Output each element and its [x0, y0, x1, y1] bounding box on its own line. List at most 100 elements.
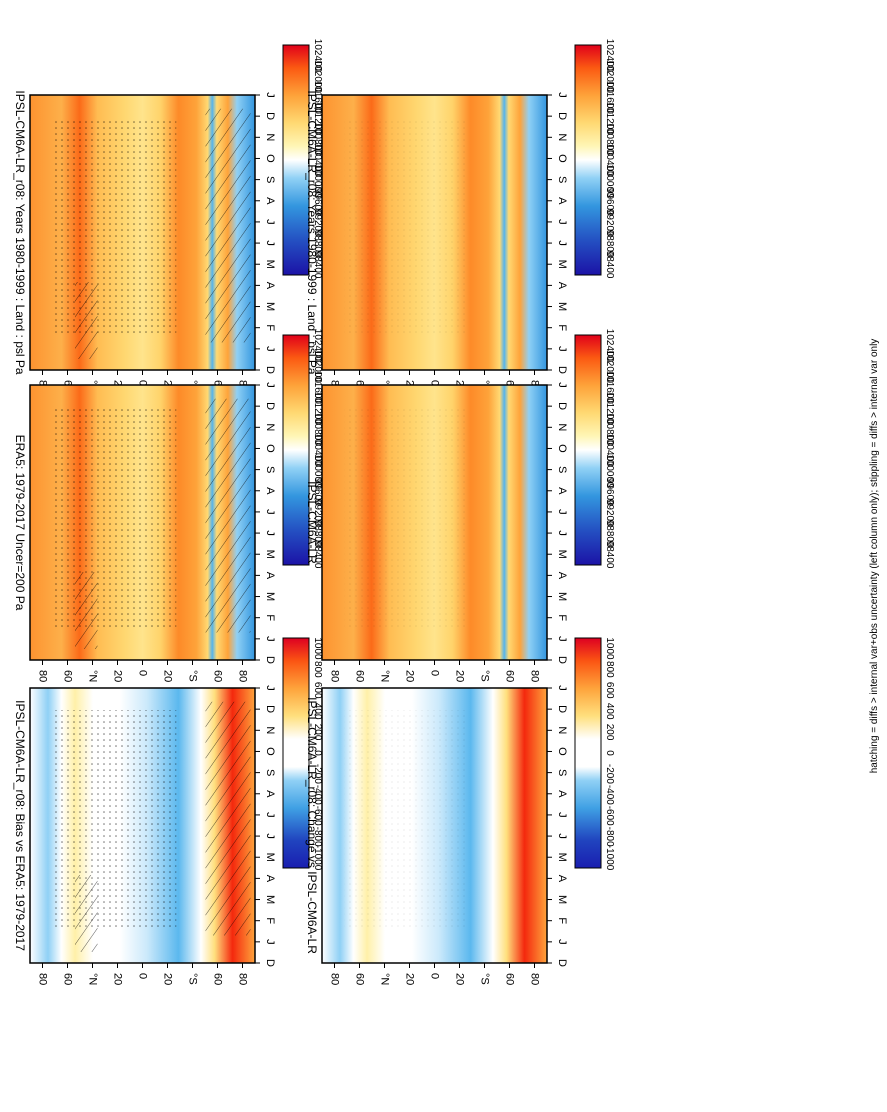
hatch-overlay — [75, 282, 98, 359]
stipple-overlay — [52, 407, 177, 627]
colorbar-label: 102400 — [312, 329, 323, 363]
colorbar: 1024001020001016001012001008001004001000… — [574, 39, 615, 279]
lat-tick-label: 20 — [454, 670, 466, 682]
colorbar-label: -400 — [312, 785, 323, 805]
month-tick-label: J — [264, 509, 276, 515]
month-tick-label: J — [556, 939, 568, 945]
month-tick-label: D — [556, 402, 568, 410]
month-tick-label: J — [556, 346, 568, 352]
colorbar-label: 600 — [604, 682, 615, 699]
month-tick-label: J — [556, 240, 568, 246]
lat-tick-label: °S — [187, 670, 199, 682]
colorbar-label: -800 — [312, 827, 323, 847]
colorbar-label: 102000 — [604, 60, 615, 94]
month-tick-label: D — [556, 959, 568, 967]
colorbar-label: 99600 — [312, 478, 323, 506]
month-tick-label: J — [556, 636, 568, 642]
colorbar-label: -1000 — [604, 845, 615, 871]
colorbar: 1024001020001016001012001008001004001000… — [282, 329, 323, 569]
colorbar-label: 600 — [312, 682, 323, 699]
month-tick-label: O — [556, 154, 568, 163]
lat-tick-label: 80 — [237, 973, 249, 985]
lat-tick-label: 80 — [529, 670, 541, 682]
panel-title: ERA5: 1979-2017 Uncer=200 Pa — [13, 435, 27, 611]
month-tick-label: F — [264, 324, 276, 331]
panel-title: IPSL-CM6A-LR_r08: Bias vs ERA5: 1979-201… — [13, 700, 27, 951]
colorbar: 1024001020001016001012001008001004001000… — [282, 39, 323, 279]
colorbar-label: 98800 — [312, 230, 323, 258]
lat-tick-label: 0 — [137, 973, 149, 979]
colorbar-label: 100000 — [312, 454, 323, 488]
month-tick-label: N — [556, 726, 568, 734]
lat-tick-label: 80 — [237, 670, 249, 682]
colorbar-label: -400 — [604, 785, 615, 805]
month-tick-label: J — [264, 636, 276, 642]
lat-tick-label: °S — [479, 670, 491, 682]
hatch-overlay — [205, 701, 251, 936]
lat-tick-label: 80 — [329, 670, 341, 682]
colorbar-label: 400 — [312, 703, 323, 720]
month-tick-label: N — [264, 726, 276, 734]
month-tick-label: J — [264, 92, 276, 98]
lat-tick-label: 60 — [62, 670, 74, 682]
month-tick-label: S — [264, 176, 276, 183]
colorbar-label: 102000 — [312, 350, 323, 384]
lat-tick-label: 80 — [37, 973, 49, 985]
colorbar-label: 101200 — [604, 391, 615, 425]
colorbar-label: 98400 — [604, 251, 615, 279]
lat-tick-label: 20 — [162, 973, 174, 985]
lat-tick-label: 60 — [354, 670, 366, 682]
month-tick-label: A — [556, 572, 568, 580]
colorbar-label: 800 — [312, 661, 323, 678]
month-tick-label: O — [264, 444, 276, 453]
colorbar-label: 102000 — [312, 60, 323, 94]
colorbar-label: -200 — [604, 764, 615, 784]
colorbar-label: -800 — [604, 827, 615, 847]
colorbar-label: 101200 — [312, 101, 323, 135]
lat-tick-label: 60 — [212, 670, 224, 682]
month-tick-label: D — [264, 402, 276, 410]
lat-tick-label: 60 — [504, 973, 516, 985]
month-tick-label: D — [264, 959, 276, 967]
month-tick-label: N — [264, 133, 276, 141]
colorbar-label: 99200 — [604, 209, 615, 237]
month-tick-label: J — [556, 92, 568, 98]
colorbar-label: 102400 — [312, 39, 323, 73]
colorbar-label: 99600 — [604, 188, 615, 216]
month-tick-label: M — [556, 302, 568, 311]
month-tick-label: J — [264, 240, 276, 246]
month-tick-label: J — [556, 219, 568, 225]
colorbar-label: 99200 — [604, 499, 615, 527]
colorbar-label: 100800 — [604, 122, 615, 156]
colorbar-label: 100400 — [604, 143, 615, 177]
month-tick-label: O — [556, 444, 568, 453]
lat-tick-label: °S — [479, 973, 491, 985]
month-tick-label: O — [264, 154, 276, 163]
colorbar-label: 1000 — [604, 637, 615, 660]
month-tick-label: A — [264, 282, 276, 290]
month-tick-label: A — [556, 487, 568, 495]
month-tick-label: M — [556, 260, 568, 269]
month-tick-label: A — [264, 572, 276, 580]
month-tick-label: S — [556, 176, 568, 183]
month-tick-label: F — [556, 324, 568, 331]
colorbar-label: 101600 — [312, 371, 323, 405]
month-tick-label: A — [556, 197, 568, 205]
lat-tick-label: 20 — [404, 973, 416, 985]
lat-tick-label: 60 — [62, 973, 74, 985]
lat-tick-label: 20 — [162, 670, 174, 682]
lat-tick-label: 60 — [212, 973, 224, 985]
month-tick-label: J — [264, 685, 276, 691]
lat-tick-label: °N — [87, 973, 99, 985]
colorbar-label: 98400 — [604, 541, 615, 569]
month-tick-label: J — [556, 530, 568, 536]
lat-tick-label: °S — [187, 973, 199, 985]
month-tick-label: J — [264, 939, 276, 945]
colorbar-label: 98800 — [604, 520, 615, 548]
lat-tick-label: 80 — [529, 973, 541, 985]
month-tick-label: N — [556, 133, 568, 141]
panel-title: IPSL-CM6A-LR_r08: Years 1980-1999 : Land… — [305, 90, 319, 375]
colorbar: 1024001020001016001012001008001004001000… — [574, 329, 615, 569]
lat-tick-label: 0 — [137, 670, 149, 676]
